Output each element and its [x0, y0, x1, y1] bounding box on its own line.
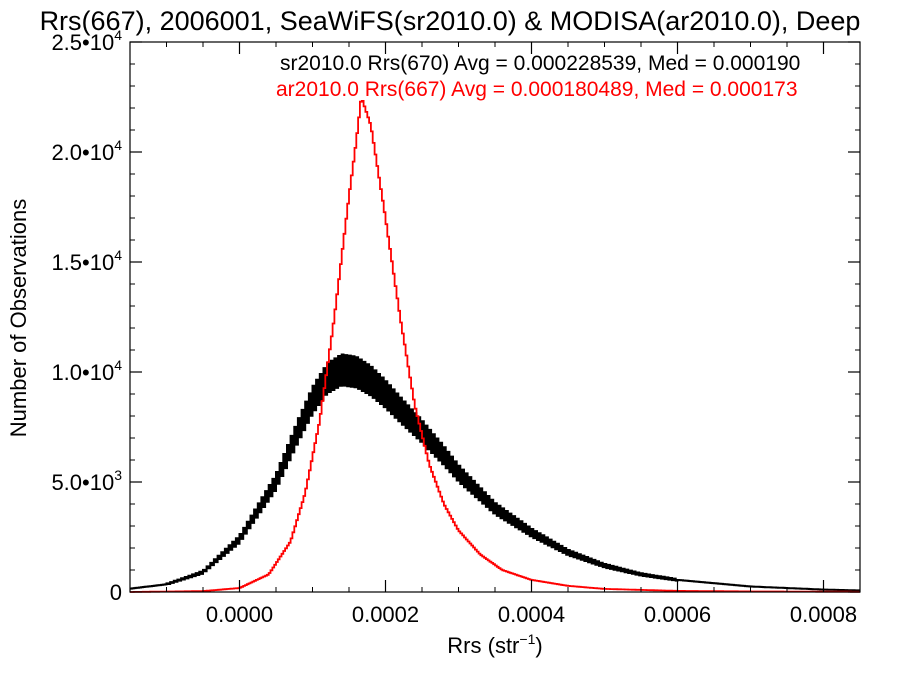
y-tick-label: 2.0•104 — [51, 137, 122, 165]
y-tick-label: 5.0•103 — [51, 467, 122, 495]
series-ar2010-line — [130, 100, 860, 593]
x-tick-label: 0.0000 — [206, 602, 273, 627]
x-axis-label-main: Rrs (str — [447, 633, 519, 658]
legend-entry-sr2010: sr2010.0 Rrs(670) Avg = 0.000228539, Med… — [280, 52, 800, 75]
x-axis-label-sup: −1 — [519, 631, 535, 647]
axes: 0.0000 0.0002 0.0004 0.0006 0.0008 0 5.0•103 1.… — [51, 27, 861, 627]
y-tick-label: 1.0•104 — [51, 357, 122, 385]
legend-entry-ar2010: ar2010.0 Rrs(667) Avg = 0.000180489, Med… — [276, 78, 798, 101]
y-tick-label: 0 — [110, 580, 122, 605]
x-tick-label: 0.0008 — [790, 602, 857, 627]
legend: sr2010.0 Rrs(670) Avg = 0.000228539, Med… — [276, 52, 800, 101]
series-layer — [130, 100, 860, 593]
x-tick-label: 0.0006 — [644, 602, 711, 627]
x-axis-label-end: ) — [535, 633, 542, 658]
chart-title: Rrs(667), 2006001, SeaWiFS(sr2010.0) & M… — [40, 6, 861, 36]
y-axis-label: Number of Observations — [6, 199, 31, 437]
series-sr2010-line — [130, 353, 860, 592]
x-tick-label: 0.0004 — [498, 602, 565, 627]
x-tick-label: 0.0002 — [352, 602, 419, 627]
y-tick-label: 1.5•104 — [51, 247, 122, 275]
x-axis-label: Rrs (str−1) — [447, 631, 542, 658]
y-tick-label: 2.5•104 — [51, 27, 122, 55]
